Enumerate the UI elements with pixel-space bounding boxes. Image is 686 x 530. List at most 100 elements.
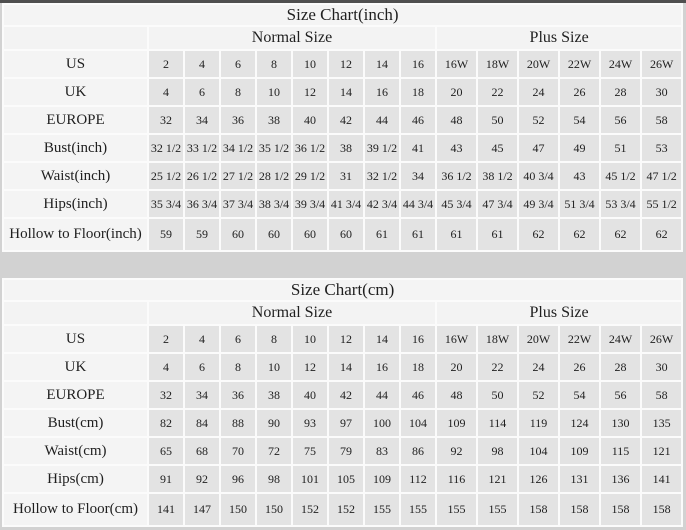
row-label: UK — [4, 354, 147, 380]
size-value-cell: 38 — [329, 135, 363, 161]
size-group-header-row: Normal Size Plus Size — [4, 27, 682, 49]
size-value-cell: 46 — [401, 382, 435, 408]
size-value-cell: 38 1/2 — [478, 163, 517, 189]
size-value-cell: 26W — [642, 326, 682, 352]
size-value-cell: 10 — [257, 79, 291, 105]
size-value-cell: 119 — [519, 410, 558, 436]
plus-size-header: Plus Size — [437, 302, 682, 324]
size-value-cell: 39 3/4 — [293, 191, 327, 217]
size-value-cell: 38 — [257, 107, 291, 133]
size-value-cell: 60 — [257, 219, 291, 250]
size-value-cell: 37 3/4 — [221, 191, 255, 217]
size-value-cell: 32 1/2 — [149, 135, 183, 161]
size-value-cell: 155 — [365, 494, 399, 525]
size-value-cell: 16 — [401, 326, 435, 352]
size-chart-inch-table: Size Chart(inch) Normal Size Plus Size U… — [2, 3, 684, 252]
size-value-cell: 28 1/2 — [257, 163, 291, 189]
table-row: UK 4 6 8 10 12 14 16 18 20 22 24 26 28 30 — [4, 79, 682, 105]
table-row: US 2 4 6 8 10 12 14 16 16W 18W 20W 22W 24W 26W — [4, 326, 682, 352]
size-value-cell: 47 1/2 — [642, 163, 682, 189]
size-value-cell: 101 — [293, 466, 327, 492]
size-value-cell: 109 — [365, 466, 399, 492]
size-value-cell: 42 — [329, 107, 363, 133]
size-value-cell: 97 — [329, 410, 363, 436]
size-value-cell: 26 — [560, 79, 599, 105]
size-value-cell: 136 — [601, 466, 640, 492]
size-value-cell: 92 — [185, 466, 219, 492]
size-value-cell: 34 — [185, 107, 219, 133]
size-value-cell: 50 — [478, 107, 517, 133]
size-value-cell: 29 1/2 — [293, 163, 327, 189]
size-value-cell: 16 — [365, 354, 399, 380]
size-value-cell: 12 — [293, 79, 327, 105]
size-value-cell: 8 — [221, 354, 255, 380]
size-value-cell: 14 — [365, 51, 399, 77]
size-value-cell: 20W — [519, 51, 558, 77]
size-value-cell: 41 3/4 — [329, 191, 363, 217]
size-value-cell: 6 — [185, 79, 219, 105]
size-value-cell: 61 — [401, 219, 435, 250]
size-value-cell: 38 — [257, 382, 291, 408]
size-value-cell: 158 — [519, 494, 558, 525]
size-value-cell: 54 — [560, 107, 599, 133]
size-value-cell: 130 — [601, 410, 640, 436]
size-value-cell: 22W — [560, 326, 599, 352]
size-value-cell: 44 — [365, 107, 399, 133]
size-value-cell: 18 — [401, 354, 435, 380]
size-value-cell: 41 — [401, 135, 435, 161]
table-row: Hips(cm) 91 92 96 98 101 105 109 112 116 121 126 131… — [4, 466, 682, 492]
size-value-cell: 62 — [560, 219, 599, 250]
table-row: Bust(inch) 32 1/2 33 1/2 34 1/2 35 1/2 36 1/2… — [4, 135, 682, 161]
size-value-cell: 54 — [560, 382, 599, 408]
row-label: Hips(cm) — [4, 466, 147, 492]
size-value-cell: 28 — [601, 354, 640, 380]
row-label: Waist(inch) — [4, 163, 147, 189]
table-row: US 2 4 6 8 10 12 14 16 16W 18W 20W 22W 24W 26W — [4, 51, 682, 77]
size-value-cell: 98 — [478, 438, 517, 464]
size-value-cell: 36 — [221, 107, 255, 133]
size-value-cell: 158 — [601, 494, 640, 525]
table-title-cm: Size Chart(cm) — [4, 280, 682, 300]
size-value-cell: 45 1/2 — [601, 163, 640, 189]
size-value-cell: 43 — [560, 163, 599, 189]
size-value-cell: 12 — [329, 326, 363, 352]
size-value-cell: 147 — [185, 494, 219, 525]
size-value-cell: 49 3/4 — [519, 191, 558, 217]
size-value-cell: 47 — [519, 135, 558, 161]
size-value-cell: 40 3/4 — [519, 163, 558, 189]
size-value-cell: 8 — [257, 51, 291, 77]
table-row: Hollow to Floor(inch) 59 59 60 60 60 60 61 61 61 6… — [4, 219, 682, 250]
size-value-cell: 14 — [329, 79, 363, 105]
table-row: Hollow to Floor(cm) 141 147 150 150 152 152 155… — [4, 494, 682, 525]
size-value-cell: 6 — [185, 354, 219, 380]
size-value-cell: 26 1/2 — [185, 163, 219, 189]
size-value-cell: 105 — [329, 466, 363, 492]
table-row: EUROPE 32 34 36 38 40 42 44 46 48 50 52 54 56 58 — [4, 107, 682, 133]
size-value-cell: 40 — [293, 107, 327, 133]
size-value-cell: 4 — [149, 79, 183, 105]
size-value-cell: 72 — [257, 438, 291, 464]
size-value-cell: 56 — [601, 382, 640, 408]
size-value-cell: 152 — [293, 494, 327, 525]
size-value-cell: 34 — [185, 382, 219, 408]
table-title-row: Size Chart(cm) — [4, 280, 682, 300]
normal-size-header: Normal Size — [149, 27, 435, 49]
size-value-cell: 93 — [293, 410, 327, 436]
size-value-cell: 32 — [149, 382, 183, 408]
blank-corner-cell — [4, 302, 147, 324]
size-value-cell: 155 — [478, 494, 517, 525]
size-value-cell: 58 — [642, 107, 682, 133]
size-value-cell: 12 — [293, 354, 327, 380]
size-value-cell: 42 3/4 — [365, 191, 399, 217]
size-value-cell: 98 — [257, 466, 291, 492]
size-value-cell: 109 — [437, 410, 476, 436]
size-value-cell: 18 — [401, 79, 435, 105]
size-value-cell: 32 — [149, 107, 183, 133]
size-value-cell: 24W — [601, 326, 640, 352]
row-label: EUROPE — [4, 107, 147, 133]
size-value-cell: 22 — [478, 354, 517, 380]
size-value-cell: 52 — [519, 382, 558, 408]
size-value-cell: 16 — [365, 79, 399, 105]
table-row: EUROPE 32 34 36 38 40 42 44 46 48 50 52 54 56 58 — [4, 382, 682, 408]
